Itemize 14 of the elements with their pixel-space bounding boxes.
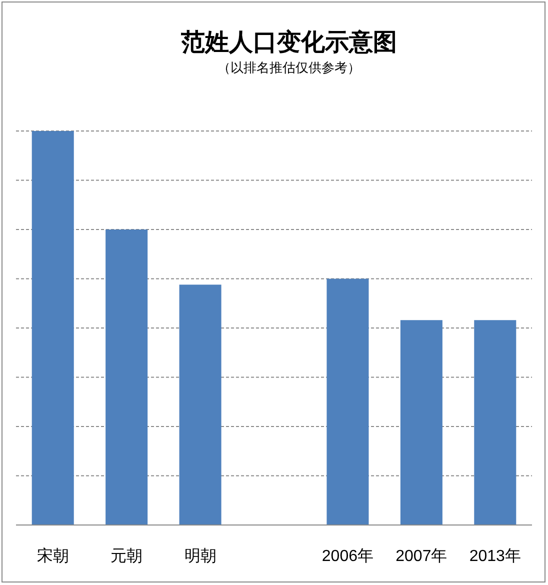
x-tick-label: 元朝 [110, 547, 143, 565]
chart-subtitle: （以排名推估仅供参考） [218, 60, 360, 75]
x-tick-label: 2007年 [396, 548, 448, 565]
bar [400, 320, 442, 525]
bar [326, 278, 369, 525]
bar [474, 320, 516, 525]
x-tick-label: 明朝 [184, 547, 216, 565]
bar [32, 131, 74, 525]
bar [106, 230, 148, 525]
x-tick-label: 宋朝 [36, 547, 69, 565]
x-tick-label: 2013年 [469, 548, 521, 565]
x-tick-label: 2006年 [322, 548, 374, 565]
chart-title: 范姓人口变化示意图 [180, 29, 397, 56]
bar [179, 284, 222, 525]
